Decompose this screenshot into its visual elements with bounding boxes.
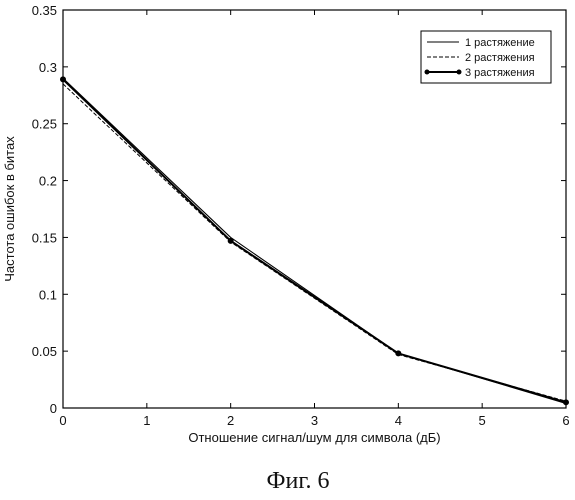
series-3-point	[563, 399, 569, 405]
figure-caption: Фиг. 6	[267, 468, 330, 494]
y-tick-label: 0.2	[39, 174, 57, 189]
x-tick-label: 3	[311, 413, 318, 428]
legend-label-3: 3 растяжения	[465, 67, 535, 79]
series-3-point	[395, 350, 401, 356]
x-tick-label: 6	[562, 413, 569, 428]
legend-marker	[425, 70, 430, 75]
y-tick-label: 0.05	[32, 344, 57, 359]
y-tick-label: 0.15	[32, 230, 57, 245]
y-tick-label: 0.35	[32, 3, 57, 18]
x-tick-label: 1	[143, 413, 150, 428]
y-tick-label: 0.25	[32, 117, 57, 132]
legend: 1 растяжение 2 растяжения 3 растяжения	[421, 31, 551, 83]
series-line-1	[63, 78, 566, 403]
legend-label-2: 2 растяжения	[465, 52, 535, 64]
y-tick-label: 0	[50, 401, 57, 416]
y-axis-label: Частота ошибок в битах	[2, 136, 17, 282]
y-tick-label: 0.1	[39, 287, 57, 302]
series-3-point	[60, 76, 66, 82]
series-3-point	[228, 238, 234, 244]
series-line-3	[63, 79, 566, 402]
x-tick-label: 4	[395, 413, 402, 428]
y-tick-label: 0.3	[39, 60, 57, 75]
legend-marker	[457, 70, 462, 75]
x-tick-label: 5	[479, 413, 486, 428]
x-tick-label: 2	[227, 413, 234, 428]
legend-label-1: 1 растяжение	[465, 37, 535, 49]
x-tick-label: 0	[59, 413, 66, 428]
x-axis-label: Отношение сигнал/шум для символа (дБ)	[188, 430, 440, 445]
series-line-2	[63, 84, 566, 401]
series-layer	[60, 76, 569, 405]
